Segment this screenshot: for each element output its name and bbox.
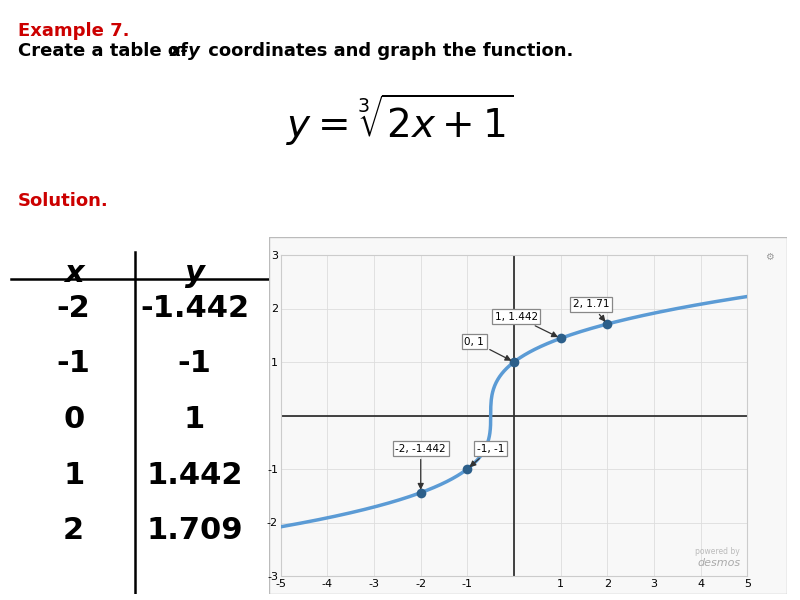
Text: Example 7.: Example 7.	[18, 22, 130, 40]
Text: 1.442: 1.442	[146, 461, 243, 490]
Text: powered by: powered by	[695, 547, 740, 556]
Text: 1: 1	[184, 405, 206, 434]
Text: -1: -1	[178, 349, 211, 379]
Text: -1: -1	[57, 349, 90, 379]
Text: x-y: x-y	[170, 42, 201, 60]
Text: »: »	[282, 252, 290, 265]
Text: desmos: desmos	[697, 558, 740, 568]
Text: -2, -1.442: -2, -1.442	[395, 443, 446, 488]
Text: 1.709: 1.709	[146, 516, 243, 545]
Text: Create a table of: Create a table of	[18, 42, 194, 60]
Text: ⚙: ⚙	[766, 252, 774, 262]
Text: 0: 0	[63, 405, 84, 434]
Text: -1.442: -1.442	[140, 294, 249, 323]
Text: -1, -1: -1, -1	[470, 443, 504, 466]
Text: coordinates and graph the function.: coordinates and graph the function.	[202, 42, 574, 60]
Text: 1, 1.442: 1, 1.442	[494, 311, 557, 337]
Text: Solution.: Solution.	[18, 192, 109, 210]
Text: 2: 2	[63, 516, 84, 545]
Text: 1: 1	[63, 461, 84, 490]
Text: 2, 1.71: 2, 1.71	[573, 299, 610, 321]
Text: 0, 1: 0, 1	[465, 337, 510, 360]
Text: -2: -2	[57, 294, 90, 323]
Text: $y = \sqrt[3]{2x+1}$: $y = \sqrt[3]{2x+1}$	[286, 92, 514, 148]
Text: y: y	[185, 259, 205, 288]
Text: x: x	[64, 259, 83, 288]
